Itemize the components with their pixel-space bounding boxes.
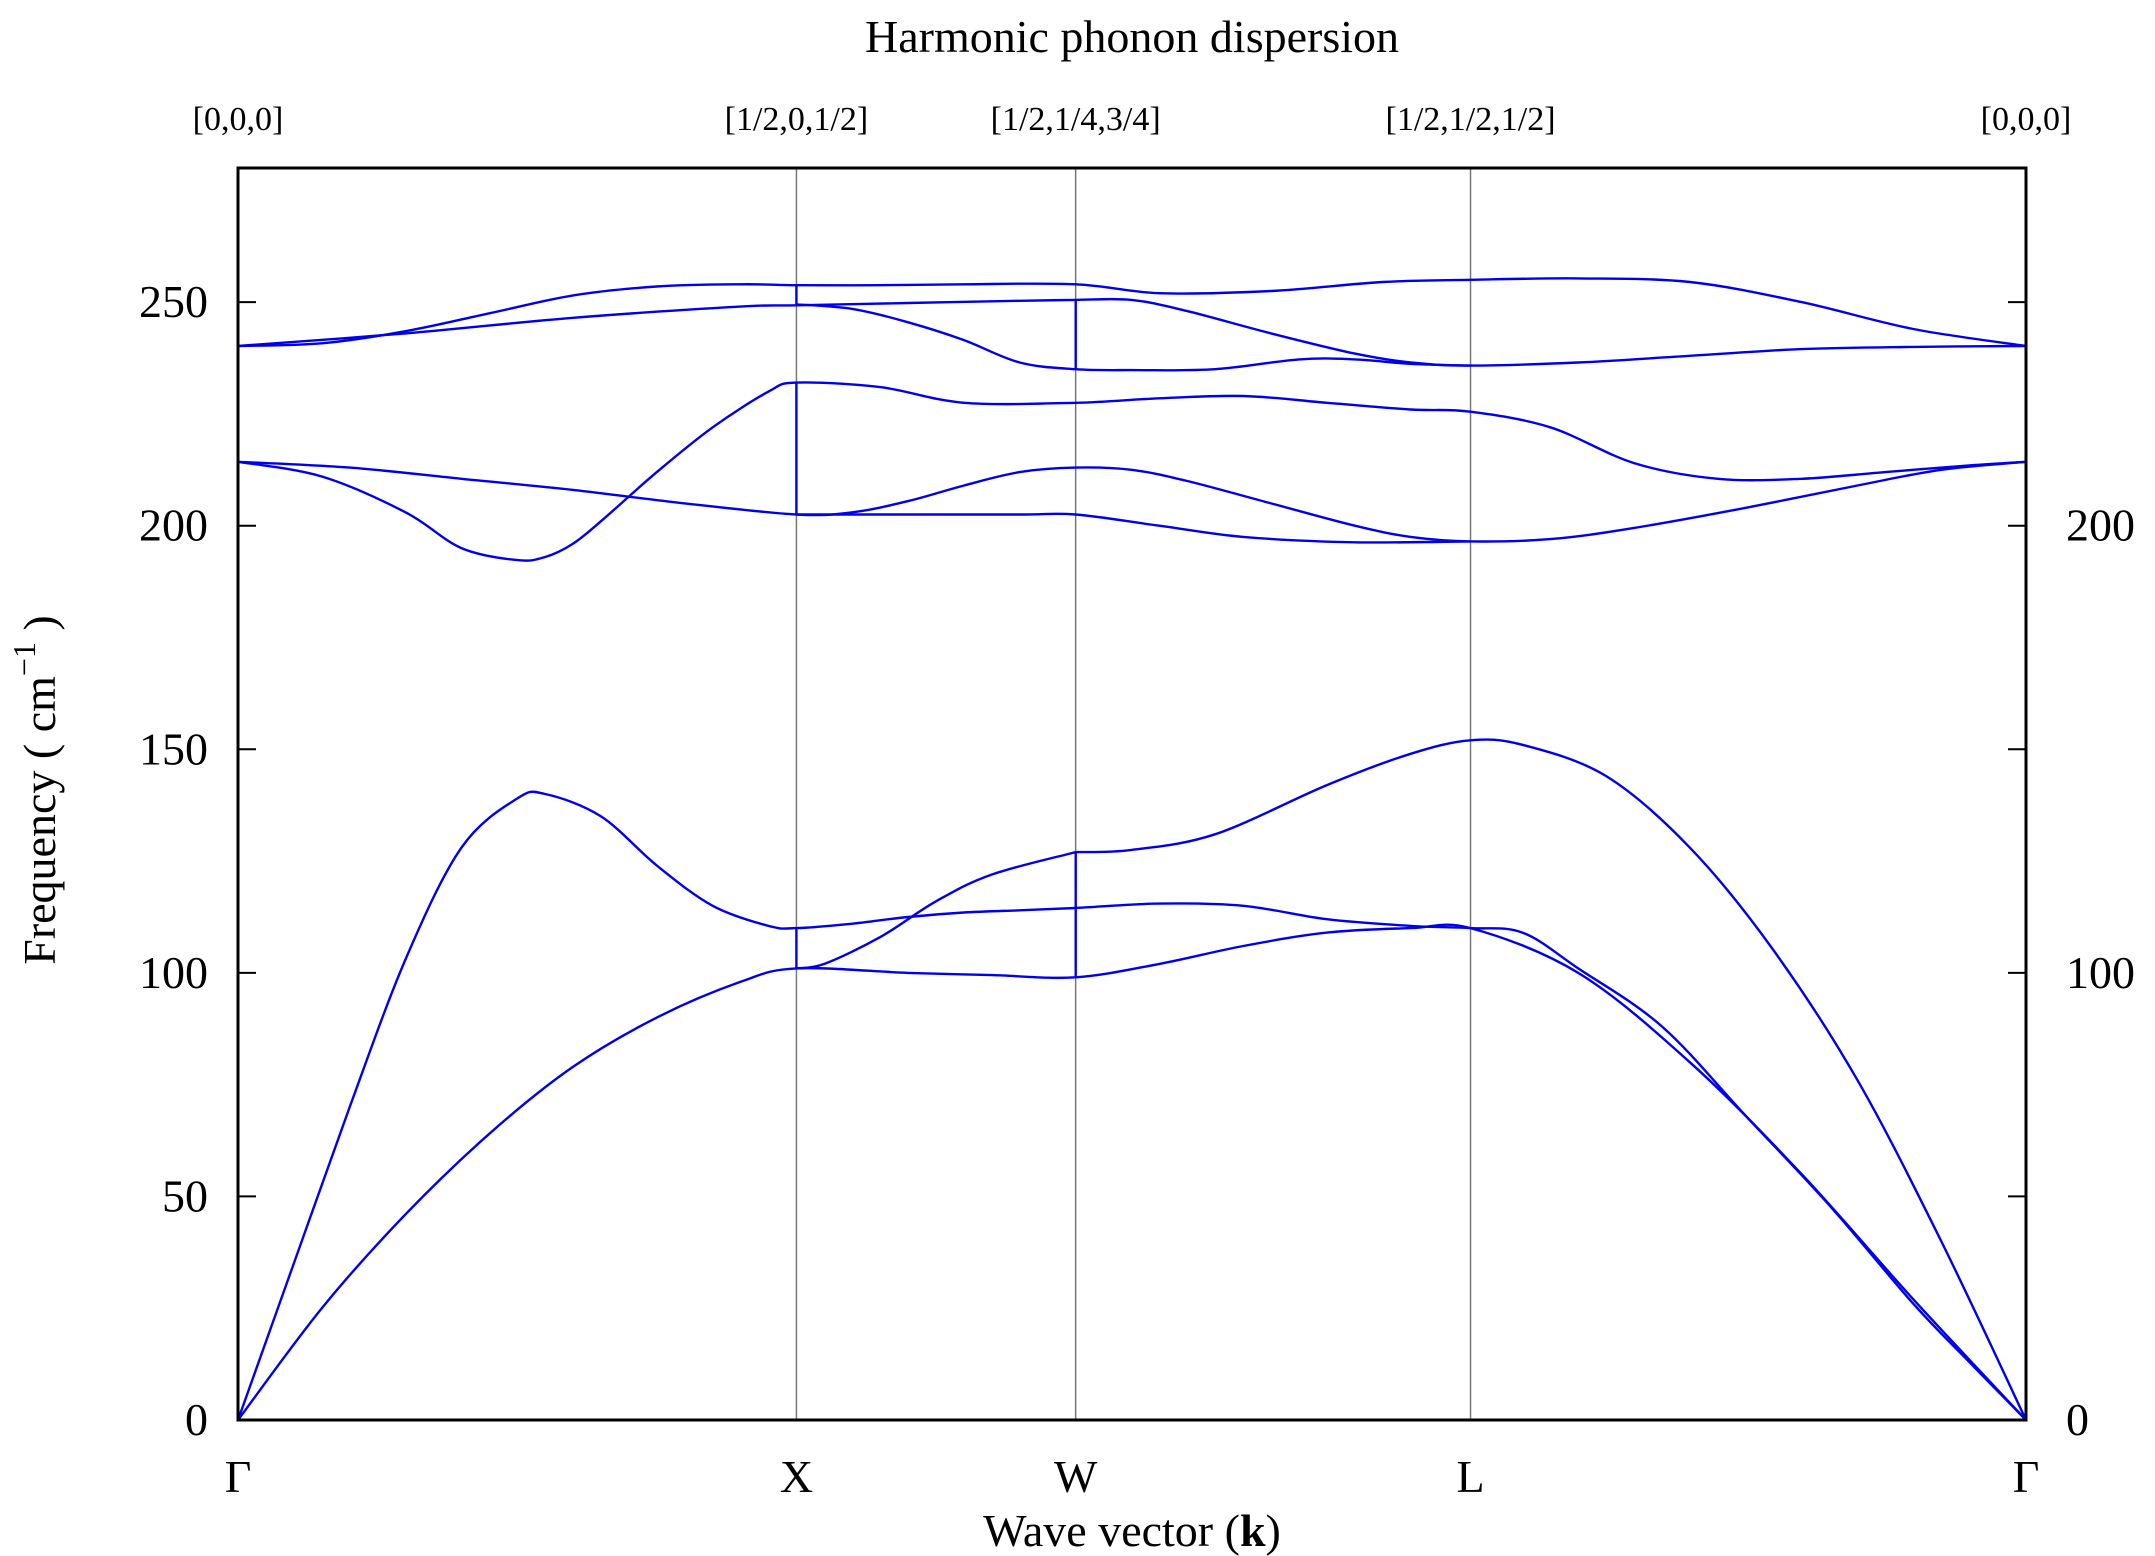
- y-axis-label: Frequency ( cm−1 ): [6, 615, 65, 965]
- qpoint-coordinate-label: [1/2,1/4,3/4]: [991, 101, 1161, 138]
- phonon-branch: [1075, 738, 2028, 1421]
- qpoint-coordinate-label: [1/2,1/2,1/2]: [1386, 101, 1556, 138]
- plot-frame: [236, 166, 2028, 1422]
- y-tick-label-right: 0: [2066, 1394, 2089, 1445]
- qpoint-coordinate-label: [1/2,0,1/2]: [725, 101, 869, 138]
- y-tick-label-left: 50: [162, 1170, 208, 1221]
- x-tick-label: L: [1456, 1451, 1484, 1502]
- y-tick-label-left: 200: [139, 500, 208, 551]
- x-tick-label: Γ: [225, 1451, 252, 1502]
- x-tick-label: W: [1054, 1451, 1098, 1502]
- y-tick-label-left: 0: [185, 1394, 208, 1445]
- x-axis-label: Wave vector (k): [983, 1505, 1281, 1556]
- y-tick-label-left: 150: [139, 723, 208, 774]
- phonon-branch: [237, 381, 2027, 562]
- phonon-branch: [236, 790, 2027, 1421]
- phonon-branch: [796, 512, 1471, 544]
- qpoint-coordinate-label: [0,0,0]: [1981, 101, 2072, 138]
- y-tick-label-left: 250: [139, 276, 208, 327]
- x-tick-label: Γ: [2013, 1451, 2040, 1502]
- y-tick-label-right: 200: [2066, 500, 2135, 551]
- high-symmetry-lines: [795, 168, 1472, 1420]
- x-tick-label: X: [780, 1451, 813, 1502]
- phonon-branch: [796, 850, 1077, 970]
- phonon-branch: [237, 923, 2027, 1421]
- phonon-branch: [237, 297, 2027, 367]
- y-tick-label-left: 100: [139, 947, 208, 998]
- phonon-branch: [237, 460, 2027, 543]
- y-tick-label-right: 100: [2066, 947, 2135, 998]
- qpoint-coordinate-label: [0,0,0]: [193, 101, 284, 138]
- phonon-branch: [237, 277, 2027, 348]
- chart-title: Harmonic phonon dispersion: [865, 11, 1399, 62]
- dispersion-series: [236, 277, 2028, 1421]
- phonon-branch: [796, 303, 1471, 372]
